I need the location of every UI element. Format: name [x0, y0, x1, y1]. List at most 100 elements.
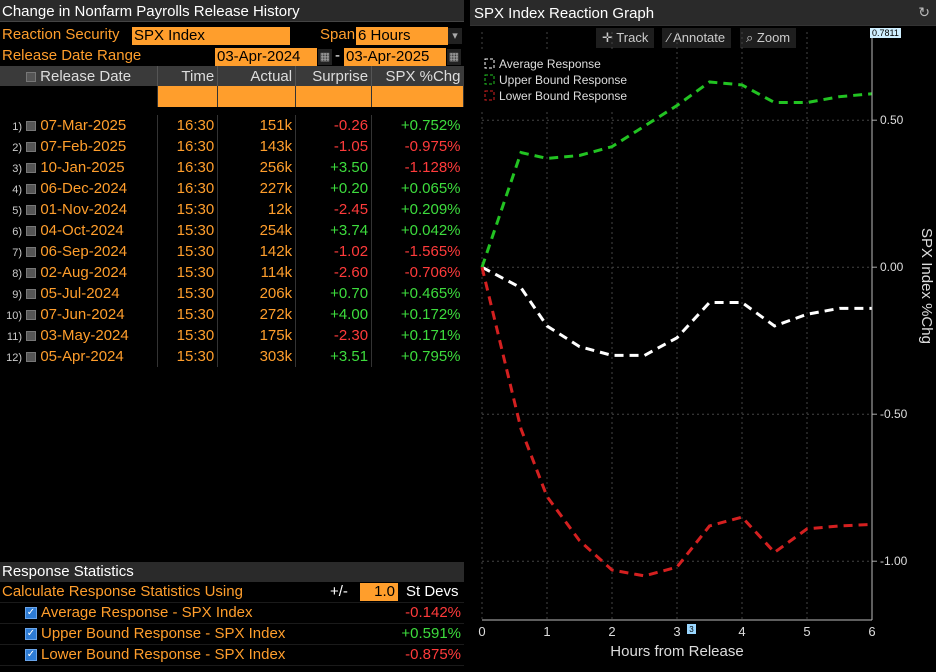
- release-date: 01-Nov-2024: [40, 201, 128, 218]
- track-tool[interactable]: ✛ Track: [596, 28, 655, 48]
- table-row[interactable]: 4) 06-Dec-2024 16:30 227k +0.20 +0.065%: [0, 178, 464, 199]
- stat-upper-value: +0.591%: [401, 625, 461, 642]
- col-header-time[interactable]: Time: [157, 66, 219, 86]
- surprise-value: +0.70: [295, 283, 373, 304]
- stat-upper-label: Upper Bound Response - SPX Index: [41, 625, 286, 642]
- stat-lower-value: -0.875%: [405, 646, 461, 663]
- calendar-from-icon[interactable]: ▦: [318, 49, 332, 65]
- table-row[interactable]: 2) 07-Feb-2025 16:30 143k -1.05 -0.975%: [0, 136, 464, 157]
- refresh-icon[interactable]: ↻: [918, 4, 930, 20]
- stats-title: Response Statistics: [0, 562, 464, 582]
- calendar-to-icon[interactable]: ▦: [447, 49, 461, 65]
- col-header-surprise[interactable]: Surprise: [295, 66, 373, 86]
- row-checkbox[interactable]: [26, 226, 37, 237]
- x-tick-label: 4: [738, 624, 745, 639]
- spx-chg-value: -1.565%: [404, 243, 461, 260]
- spx-chg-value: +0.042%: [400, 222, 461, 239]
- row-checkbox[interactable]: [26, 331, 37, 342]
- average-checkbox[interactable]: ✓: [25, 607, 37, 619]
- release-time: 15:30: [157, 325, 219, 346]
- table-row[interactable]: 10) 07-Jun-2024 15:30 272k +4.00 +0.172%: [0, 304, 464, 325]
- release-time: 15:30: [157, 304, 219, 325]
- surprise-value: -2.60: [295, 262, 373, 283]
- span-dropdown-icon[interactable]: ▾: [448, 28, 462, 44]
- row-checkbox[interactable]: [26, 268, 37, 279]
- actual-value: 142k: [217, 241, 297, 262]
- col-header-actual[interactable]: Actual: [217, 66, 297, 86]
- legend-entry: Average Response: [499, 57, 601, 71]
- x-tick-label: 3: [673, 624, 680, 639]
- table-row[interactable]: 12) 05-Apr-2024 15:30 303k +3.51 +0.795%: [0, 346, 464, 367]
- actual-value: 254k: [217, 220, 297, 241]
- filter-actual[interactable]: [217, 86, 297, 107]
- zoom-tool[interactable]: ⌕ Zoom: [740, 28, 797, 48]
- col-header-date[interactable]: Release Date: [0, 66, 159, 86]
- row-index: 10): [6, 310, 22, 322]
- row-checkbox[interactable]: [26, 163, 37, 174]
- table-row[interactable]: 6) 04-Oct-2024 15:30 254k +3.74 +0.042%: [0, 220, 464, 241]
- plus-minus-label: +/-: [330, 583, 348, 600]
- actual-value: 272k: [217, 304, 297, 325]
- filter-time[interactable]: [157, 86, 219, 107]
- release-history-table: Release Date Time Actual Surprise SPX %C…: [0, 66, 464, 367]
- release-time: 15:30: [157, 199, 219, 220]
- pencil-icon: ∕: [668, 30, 671, 45]
- release-time: 15:30: [157, 241, 219, 262]
- filter-spx-chg[interactable]: [371, 86, 464, 107]
- row-index: 7): [12, 247, 22, 259]
- reaction-chart[interactable]: 0 1 2 3 4 5 6 0.50 0.00 -0.50 -1.00 Hours from Rele…: [470, 26, 936, 672]
- release-date: 07-Feb-2025: [40, 138, 127, 155]
- release-date: 10-Jan-2025: [40, 159, 125, 176]
- span-label: Span: [320, 26, 356, 43]
- x-tick-label: 6: [868, 624, 875, 639]
- table-row[interactable]: 3) 10-Jan-2025 16:30 256k +3.50 -1.128%: [0, 157, 464, 178]
- table-row[interactable]: 1) 07-Mar-2025 16:30 151k -0.26 +0.752%: [0, 115, 464, 136]
- row-checkbox[interactable]: [26, 184, 37, 195]
- row-checkbox[interactable]: [26, 142, 37, 153]
- surprise-value: -1.05: [295, 136, 373, 157]
- row-checkbox[interactable]: [26, 247, 37, 258]
- release-date: 04-Oct-2024: [40, 222, 124, 239]
- stdev-input[interactable]: 1.0: [360, 583, 398, 601]
- col-header-spx-chg[interactable]: SPX %Chg: [371, 66, 464, 86]
- table-row[interactable]: 8) 02-Aug-2024 15:30 114k -2.60 -0.706%: [0, 262, 464, 283]
- row-checkbox[interactable]: [26, 121, 37, 132]
- x-tick-label: 1: [543, 624, 550, 639]
- release-time: 15:30: [157, 220, 219, 241]
- spx-chg-value: +0.171%: [400, 327, 461, 344]
- row-checkbox[interactable]: [26, 352, 37, 363]
- upper-checkbox[interactable]: ✓: [25, 628, 37, 640]
- legend-swatch: [484, 90, 495, 101]
- release-time: 16:30: [157, 157, 219, 178]
- stat-average: ✓ Average Response - SPX Index -0.142%: [0, 603, 464, 624]
- y-tick-label: -1.00: [880, 554, 908, 568]
- row-checkbox[interactable]: [26, 289, 37, 300]
- reaction-security-input[interactable]: SPX Index: [132, 27, 290, 45]
- date-from-input[interactable]: 03-Apr-2024: [215, 48, 317, 66]
- y-tick-label: 0.00: [880, 260, 904, 274]
- filter-surprise[interactable]: [295, 86, 373, 107]
- table-row[interactable]: 9) 05-Jul-2024 15:30 206k +0.70 +0.465%: [0, 283, 464, 304]
- row-checkbox[interactable]: [26, 205, 37, 216]
- table-row[interactable]: 7) 06-Sep-2024 15:30 142k -1.02 -1.565%: [0, 241, 464, 262]
- row-index: 11): [6, 331, 22, 343]
- magnifier-icon: ⌕: [746, 30, 754, 45]
- span-select[interactable]: 6 Hours: [356, 27, 448, 45]
- date-to-input[interactable]: 03-Apr-2025: [344, 48, 446, 66]
- table-row[interactable]: 11) 03-May-2024 15:30 175k -2.30 +0.171%: [0, 325, 464, 346]
- row-index: 9): [12, 289, 22, 301]
- actual-value: 151k: [217, 115, 297, 136]
- annotate-tool[interactable]: ∕ Annotate: [662, 28, 732, 48]
- select-all-checkbox[interactable]: [26, 71, 36, 82]
- stat-lower: ✓ Lower Bound Response - SPX Index -0.87…: [0, 645, 464, 666]
- row-checkbox[interactable]: [26, 310, 37, 321]
- legend: Average Response Upper Bound Response Lowe…: [478, 52, 642, 110]
- cursor-marker: [687, 624, 696, 634]
- release-history-panel: Change in Nonfarm Payrolls Release Histo…: [0, 0, 464, 672]
- spx-chg-value: -0.975%: [404, 138, 461, 155]
- table-row[interactable]: 5) 01-Nov-2024 15:30 12k -2.45 +0.209%: [0, 199, 464, 220]
- stat-average-value: -0.142%: [405, 604, 461, 621]
- release-date: 06-Dec-2024: [40, 180, 128, 197]
- lower-checkbox[interactable]: ✓: [25, 649, 37, 661]
- release-time: 15:30: [157, 283, 219, 304]
